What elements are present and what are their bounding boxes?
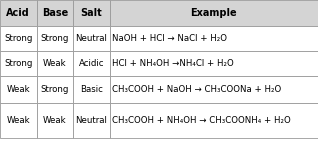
Bar xyxy=(37,0,73,26)
Bar xyxy=(0,76,37,103)
Bar xyxy=(73,0,110,26)
Text: Strong: Strong xyxy=(41,85,69,94)
Text: Weak: Weak xyxy=(6,116,30,125)
Bar xyxy=(110,0,318,26)
Text: Neutral: Neutral xyxy=(75,34,107,43)
Text: Weak: Weak xyxy=(6,85,30,94)
Bar xyxy=(0,0,37,26)
Bar xyxy=(0,51,37,76)
Bar xyxy=(0,103,37,138)
Text: Example: Example xyxy=(190,8,237,18)
Bar xyxy=(37,76,73,103)
Text: Strong: Strong xyxy=(4,59,32,68)
Bar xyxy=(0,26,37,51)
Text: Strong: Strong xyxy=(4,34,32,43)
Bar xyxy=(37,51,73,76)
Text: CH₃COOH + NaOH → CH₃COONa + H₂O: CH₃COOH + NaOH → CH₃COONa + H₂O xyxy=(112,85,281,94)
Bar xyxy=(73,103,110,138)
Text: Neutral: Neutral xyxy=(75,116,107,125)
Bar xyxy=(110,26,318,51)
Text: Strong: Strong xyxy=(41,34,69,43)
Text: CH₃COOH + NH₄OH → CH₃COONH₄ + H₂O: CH₃COOH + NH₄OH → CH₃COONH₄ + H₂O xyxy=(112,116,291,125)
Bar xyxy=(37,26,73,51)
Bar xyxy=(73,26,110,51)
Bar xyxy=(110,51,318,76)
Bar xyxy=(110,103,318,138)
Text: Basic: Basic xyxy=(80,85,103,94)
Text: Salt: Salt xyxy=(80,8,102,18)
Text: Acid: Acid xyxy=(6,8,30,18)
Text: Base: Base xyxy=(42,8,68,18)
Text: HCl + NH₄OH →NH₄Cl + H₂O: HCl + NH₄OH →NH₄Cl + H₂O xyxy=(112,59,234,68)
Bar xyxy=(110,76,318,103)
Bar xyxy=(37,103,73,138)
Text: Weak: Weak xyxy=(43,116,67,125)
Bar xyxy=(73,76,110,103)
Text: Weak: Weak xyxy=(43,59,67,68)
Text: Acidic: Acidic xyxy=(79,59,104,68)
Bar xyxy=(73,51,110,76)
Text: NaOH + HCl → NaCl + H₂O: NaOH + HCl → NaCl + H₂O xyxy=(112,34,227,43)
